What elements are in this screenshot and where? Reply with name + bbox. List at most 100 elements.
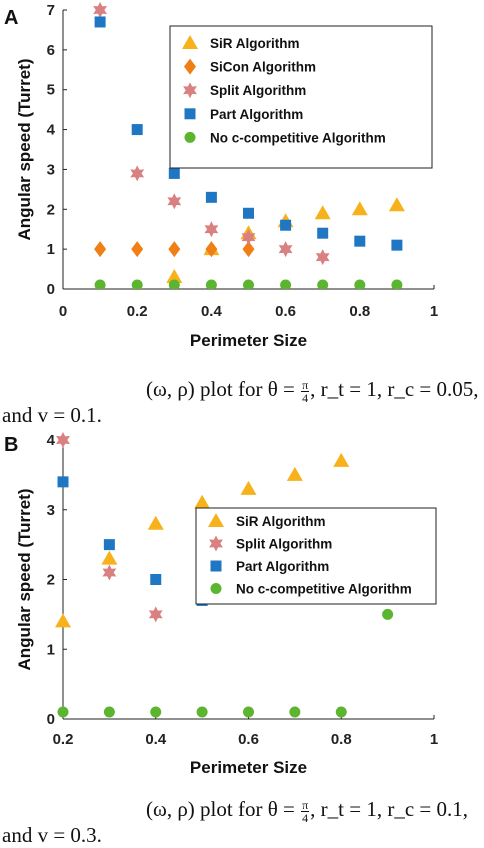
x-tick-label: 0.2 — [53, 731, 74, 748]
data-point — [278, 241, 293, 258]
x-tick-label: 0.4 — [201, 303, 223, 320]
x-tick-label: 0.6 — [238, 731, 259, 748]
x-axis-label: Perimeter Size — [190, 758, 307, 777]
data-point — [280, 219, 292, 231]
legend-label: Split Algorithm — [210, 83, 306, 98]
y-axis-label: Angular speed (Turret) — [15, 489, 34, 671]
data-point — [94, 279, 106, 289]
legend-box — [169, 25, 433, 169]
data-point — [243, 207, 254, 219]
data-point — [56, 432, 70, 448]
x-tick-label: 1 — [430, 303, 438, 320]
legend-marker — [208, 513, 224, 527]
caption-b-line2: and v = 0.3. — [2, 823, 102, 847]
data-point — [103, 539, 115, 551]
y-tick-label: 3 — [47, 161, 55, 178]
data-point — [103, 706, 115, 718]
data-point — [204, 221, 219, 238]
legend-marker — [210, 560, 222, 572]
caption-b-prefix: (ω, ρ) plot for θ = — [146, 797, 295, 821]
data-point — [243, 706, 254, 718]
x-tick-label: 1 — [430, 731, 438, 748]
series-sicon-algorithm — [94, 241, 255, 258]
data-point — [150, 706, 162, 718]
x-tick-label: 0.6 — [275, 303, 296, 320]
legend-label: SiCon Algorithm — [210, 60, 316, 75]
y-tick-label: 4 — [47, 122, 56, 139]
legend-marker — [209, 535, 223, 552]
legend-marker — [184, 108, 196, 120]
data-point — [101, 550, 118, 565]
y-tick-label: 2 — [47, 201, 55, 218]
legend: SiR Algorithm Split Algorithm Part Algorit… — [195, 507, 437, 605]
caption-a-suffix: , r_t = 1, r_c = 0.05, — [310, 377, 479, 401]
data-point — [388, 197, 405, 212]
data-point — [354, 235, 366, 247]
data-point — [391, 279, 403, 289]
x-tick-label: 0.8 — [331, 731, 352, 748]
legend-marker — [184, 131, 196, 143]
data-point — [315, 249, 330, 266]
caption-a-line2: and v = 0.1. — [2, 403, 102, 427]
data-point — [131, 279, 143, 289]
legend-label: SiR Algorithm — [236, 514, 326, 529]
data-point — [317, 227, 329, 239]
caption-a-frac-num: π — [301, 377, 310, 392]
series-no-c-competitive-algorithm — [94, 279, 403, 289]
chart-panel-a: A 0 0.2 0.4 0.6 0.8 1 0 1 2 3 4 5 6 7 Perimeter Size Ang… — [4, 2, 438, 350]
data-point — [167, 193, 182, 210]
legend-label: Part Algorithm — [236, 559, 329, 574]
data-point — [242, 241, 255, 258]
legend-label: Part Algorithm — [210, 107, 303, 122]
series-part-algorithm — [57, 476, 208, 606]
data-point — [148, 606, 163, 623]
y-tick-label: 5 — [47, 82, 55, 99]
data-point — [147, 515, 164, 530]
x-tick-label: 0.8 — [349, 303, 370, 320]
data-point — [166, 269, 183, 284]
legend-marker — [210, 583, 222, 594]
y-tick-label: 1 — [47, 241, 55, 258]
x-tick-label: 0 — [59, 303, 67, 320]
data-point — [57, 706, 69, 718]
caption-b-suffix: , r_t = 1, r_c = 0.1, — [310, 797, 468, 821]
data-point — [240, 480, 257, 495]
panel-label: A — [4, 7, 18, 29]
data-point — [333, 452, 350, 467]
x-axis-label: Perimeter Size — [190, 331, 307, 350]
legend-marker — [182, 35, 198, 49]
data-point — [150, 574, 162, 585]
y-tick-label: 0 — [47, 281, 55, 298]
y-tick-label: 1 — [47, 641, 55, 658]
caption-b-frac-den: 4 — [302, 810, 309, 825]
data-point — [194, 494, 211, 509]
data-point — [205, 191, 217, 203]
data-point — [102, 564, 117, 581]
data-point — [241, 229, 256, 246]
series-no-c-competitive-algorithm — [57, 608, 394, 718]
legend: SiR Algorithm SiCon Algorithm Split Algori… — [169, 25, 433, 169]
plot-area — [93, 2, 405, 289]
series-split-algorithm — [56, 432, 163, 623]
data-point — [196, 706, 208, 718]
data-point — [391, 239, 403, 251]
series-split-algorithm — [93, 2, 330, 266]
data-point — [205, 279, 217, 289]
data-point — [280, 279, 292, 289]
y-tick-label: 7 — [47, 2, 55, 19]
caption-b-frac-num: π — [301, 797, 310, 812]
panel-label: B — [4, 434, 18, 456]
y-tick-label: 4 — [47, 432, 56, 449]
legend-label: SiR Algorithm — [210, 36, 300, 51]
data-point — [317, 279, 329, 289]
y-axis-label: Angular speed (Turret) — [15, 59, 34, 241]
y-tick-label: 6 — [47, 42, 55, 59]
legend-label: No c-competitive Algorithm — [236, 582, 412, 597]
legend-marker — [184, 58, 196, 75]
data-point — [168, 167, 180, 179]
data-point — [243, 279, 254, 289]
data-point — [130, 165, 145, 182]
